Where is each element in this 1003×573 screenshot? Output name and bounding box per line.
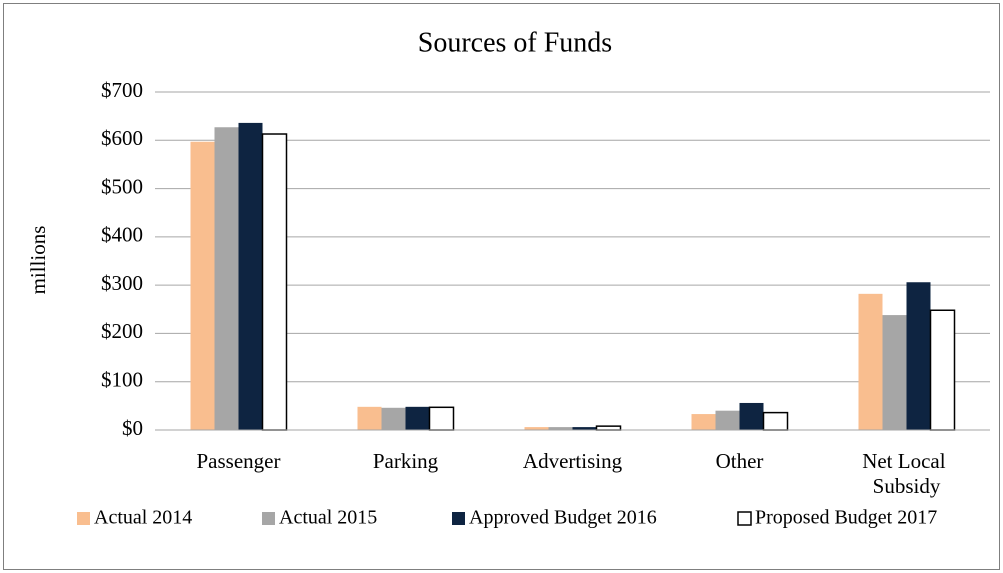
y-tick-label: $200 — [101, 319, 143, 343]
bar — [906, 282, 931, 430]
legend-label: Approved Budget 2016 — [469, 507, 657, 529]
bar — [691, 414, 716, 430]
legend-swatch — [262, 512, 275, 525]
x-tick-label: Net Local Subsidy — [862, 449, 951, 498]
bar — [858, 293, 883, 430]
x-tick-label: Advertising — [523, 449, 623, 473]
x-tick-label: Other — [716, 449, 764, 473]
y-tick-label: $100 — [101, 368, 143, 392]
chart-title: Sources of Funds — [418, 27, 612, 58]
bar — [739, 402, 764, 430]
bar — [595, 425, 622, 431]
bar — [524, 427, 549, 430]
bar — [238, 122, 263, 430]
chart-frame — [3, 3, 1000, 570]
legend-swatch — [737, 511, 752, 526]
legend-label: Proposed Budget 2017 — [755, 507, 937, 529]
bar — [762, 411, 789, 431]
y-tick-label: $300 — [101, 271, 143, 295]
legend-label: Actual 2015 — [279, 507, 377, 529]
x-tick-label: Passenger — [197, 449, 281, 473]
bar — [929, 309, 956, 431]
bar — [261, 133, 288, 431]
y-tick-label: $600 — [101, 126, 143, 150]
y-axis-label: millions — [26, 226, 50, 295]
bar — [572, 427, 597, 430]
y-tick-label: $0 — [122, 416, 143, 440]
bar — [428, 406, 455, 431]
y-tick-label: $700 — [101, 78, 143, 102]
bar — [715, 410, 740, 430]
x-tick-label: Parking — [373, 449, 439, 473]
bar — [405, 406, 430, 430]
bar — [548, 427, 573, 430]
legend-swatch — [77, 512, 90, 525]
bar — [214, 127, 239, 431]
bar — [381, 407, 406, 430]
y-tick-label: $500 — [101, 174, 143, 198]
legend-label: Actual 2014 — [94, 507, 192, 529]
bar — [357, 406, 382, 430]
bar — [190, 141, 215, 430]
legend-swatch — [452, 512, 465, 525]
y-tick-label: $400 — [101, 223, 143, 247]
bar — [882, 315, 907, 430]
